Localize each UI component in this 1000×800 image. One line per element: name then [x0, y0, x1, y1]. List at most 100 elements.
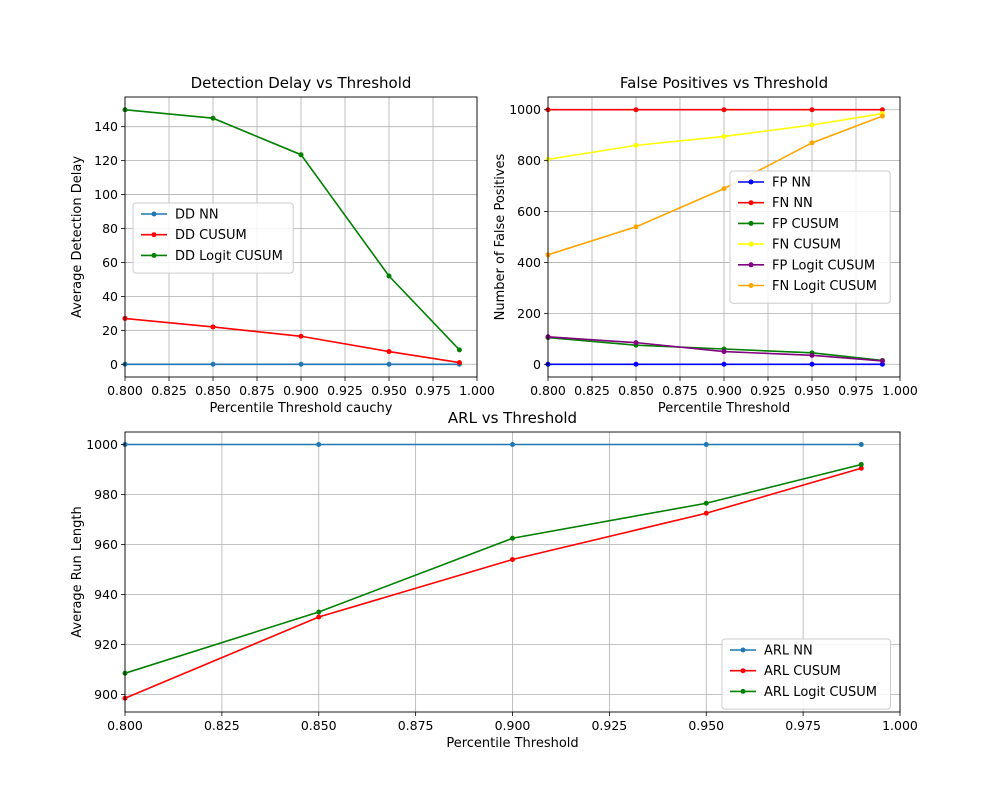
data-point [703, 510, 709, 516]
y-tick-label: 120 [94, 153, 118, 168]
data-point [721, 107, 727, 113]
data-point [703, 500, 709, 506]
y-tick-label: 940 [94, 587, 118, 602]
x-tick-label: 0.850 [195, 383, 231, 398]
data-point [316, 609, 322, 615]
y-axis-label: Number of False Positives [493, 153, 508, 320]
y-tick-label: 80 [102, 221, 118, 236]
data-point [510, 535, 515, 541]
legend-label: DD Logit CUSUM [175, 249, 283, 264]
data-point [456, 347, 462, 353]
y-tick-label: 60 [102, 255, 118, 270]
legend: ARL NN ARL CUSUM ARL Logit CUSUM [721, 638, 891, 710]
legend-marker [740, 647, 746, 653]
x-tick-label: 0.975 [415, 383, 451, 398]
legend: DD NN DD CUSUM DD Logit CUSUM [132, 202, 294, 274]
y-tick-label: 1000 [509, 102, 541, 117]
data-point [703, 442, 709, 447]
data-point [809, 140, 815, 146]
data-point [386, 361, 392, 367]
x-tick-label: 0.950 [794, 383, 830, 398]
y-tick-label: 920 [94, 637, 118, 652]
legend-label: DD NN [175, 208, 219, 223]
legend-marker [748, 179, 754, 185]
data-point [809, 107, 815, 113]
y-tick-label: 140 [94, 119, 118, 134]
legend-marker [740, 688, 746, 694]
x-tick-label: 0.900 [495, 718, 531, 733]
data-point [858, 465, 864, 471]
data-point [298, 361, 304, 367]
data-point [633, 224, 639, 230]
legend-marker [748, 262, 754, 268]
legend-marker [748, 220, 754, 226]
y-tick-label: 200 [517, 306, 541, 321]
data-point [879, 107, 885, 113]
legend-label: FP Logit CUSUM [772, 258, 875, 273]
legend-box [132, 202, 294, 274]
data-point [809, 122, 815, 128]
x-tick-label: 0.825 [151, 383, 187, 398]
y-tick-label: 600 [517, 204, 541, 219]
y-tick-label: 100 [94, 187, 118, 202]
data-point [386, 273, 392, 279]
y-tick-label: 1000 [86, 437, 118, 452]
x-tick-label: 0.850 [618, 383, 654, 398]
y-tick-label: 0 [533, 357, 541, 372]
data-point [809, 352, 815, 358]
data-point [316, 614, 322, 620]
y-tick-label: 900 [94, 687, 118, 702]
data-point [210, 324, 216, 330]
series-line-dd-cusum [124, 317, 460, 364]
data-point [510, 557, 515, 562]
x-tick-label: 0.925 [591, 718, 627, 733]
data-point [633, 340, 639, 346]
legend-label: ARL NN [764, 644, 813, 659]
chart-title: Detection Delay vs Threshold [191, 74, 412, 92]
data-point [721, 361, 727, 367]
legend-marker [740, 668, 746, 674]
series-line-fn-cusum [547, 112, 883, 161]
x-tick-label: 0.950 [371, 383, 407, 398]
legend-label: DD CUSUM [175, 228, 247, 243]
x-tick-label: 0.875 [398, 718, 434, 733]
x-tick-label: 0.900 [283, 383, 319, 398]
x-tick-label: 0.800 [530, 383, 566, 398]
legend-label: ARL CUSUM [764, 664, 841, 679]
data-point [721, 186, 727, 192]
y-tick-label: 400 [517, 255, 541, 270]
y-axis-label: Average Run Length [70, 506, 85, 637]
chart-title: ARL vs Threshold [448, 409, 577, 427]
legend: FP NN FN NN FP CUSUM FN CUSUM FP Logit CUSUM… [729, 170, 891, 304]
legend-marker [151, 232, 157, 238]
x-tick-label: 0.975 [838, 383, 874, 398]
legend-label: ARL Logit CUSUM [764, 685, 877, 700]
legend-marker [748, 200, 754, 206]
x-tick-label: 0.975 [785, 718, 821, 733]
chart-title: False Positives vs Threshold [620, 74, 828, 92]
x-axis-label: Percentile Threshold [446, 736, 578, 751]
y-tick-label: 980 [94, 487, 118, 502]
fp-chart: 0.800 0.825 0.850 0.875 0.900 0.925 0.950 0.975… [493, 74, 918, 416]
legend-label: FP NN [772, 176, 811, 191]
y-tick-label: 0 [110, 357, 118, 372]
x-tick-label: 0.950 [688, 718, 724, 733]
x-tick-label: 0.800 [107, 718, 143, 733]
data-point [298, 333, 304, 339]
x-tick-label: 0.800 [107, 383, 143, 398]
x-tick-label: 1.000 [459, 383, 495, 398]
data-point [879, 358, 885, 364]
x-tick-label: 1.000 [882, 383, 918, 398]
dd-chart: 0.800 0.825 0.850 0.875 0.900 0.925 0.950 0.975… [70, 74, 495, 416]
data-point [510, 442, 515, 447]
x-tick-label: 0.900 [706, 383, 742, 398]
x-axis-label: Percentile Threshold cauchy [210, 401, 393, 416]
data-point [879, 113, 885, 119]
y-tick-label: 20 [102, 323, 118, 338]
data-point [456, 360, 462, 366]
legend-marker [151, 211, 157, 217]
x-tick-label: 1.000 [882, 718, 918, 733]
data-point [858, 462, 864, 467]
x-tick-label: 0.875 [239, 383, 275, 398]
data-point [809, 361, 815, 367]
